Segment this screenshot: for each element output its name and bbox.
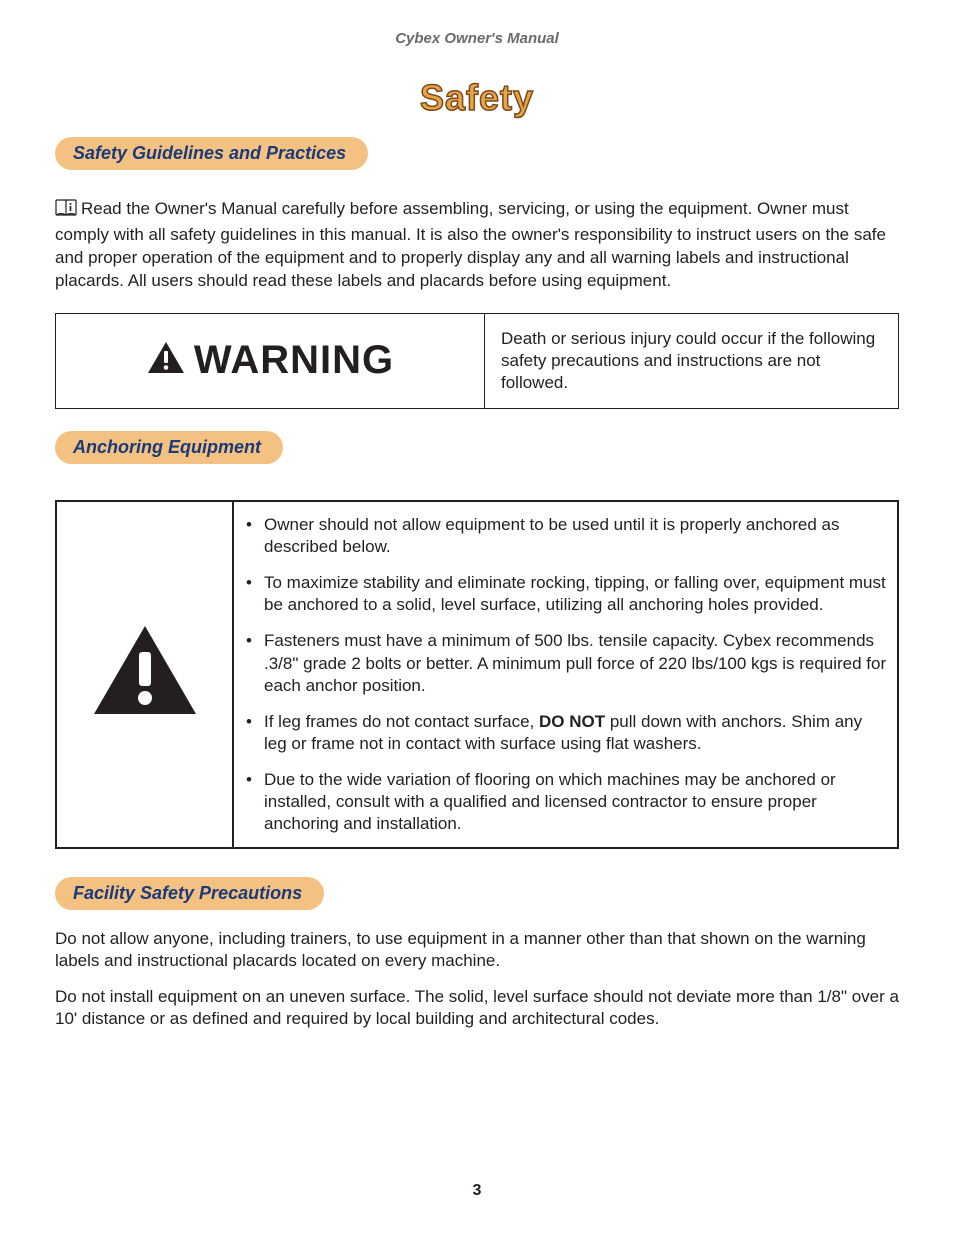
anchoring-list: •Owner should not allow equipment to be …	[234, 514, 887, 835]
anchoring-icon-cell	[57, 502, 234, 847]
section-heading-text: Facility Safety Precautions	[73, 883, 302, 903]
section-heading-text: Safety Guidelines and Practices	[73, 143, 346, 163]
anchoring-list-cell: •Owner should not allow equipment to be …	[234, 502, 897, 847]
warning-box: WARNING Death or serious injury could oc…	[55, 313, 899, 409]
header-title: Cybex Owner's Manual	[55, 30, 899, 47]
section-heading-guidelines: Safety Guidelines and Practices	[55, 137, 368, 170]
warning-triangle-icon	[146, 340, 186, 381]
intro-paragraph: Read the Owner's Manual carefully before…	[55, 198, 899, 293]
manual-page: Cybex Owner's Manual Safety Safety Guide…	[0, 0, 954, 1235]
section-heading-facility: Facility Safety Precautions	[55, 877, 324, 910]
warning-label-cell: WARNING	[56, 314, 485, 408]
intro-text: Read the Owner's Manual carefully before…	[55, 199, 886, 290]
facility-para: Do not allow anyone, including trainers,…	[55, 928, 899, 972]
section-heading-text: Anchoring Equipment	[73, 437, 261, 457]
facility-paragraphs: Do not allow anyone, including trainers,…	[55, 928, 899, 1030]
list-item: •Owner should not allow equipment to be …	[234, 514, 887, 558]
list-item: •Fasteners must have a minimum of 500 lb…	[234, 630, 887, 696]
book-info-icon	[55, 199, 77, 224]
list-item: •To maximize stability and eliminate roc…	[234, 572, 887, 616]
page-number: 3	[0, 1182, 954, 1200]
page-title-text: Safety	[420, 77, 534, 118]
anchoring-table: •Owner should not allow equipment to be …	[55, 500, 899, 849]
caution-triangle-icon	[90, 622, 200, 727]
page-title: Safety	[55, 77, 899, 119]
list-item: •If leg frames do not contact surface, D…	[234, 711, 887, 755]
warning-text: Death or serious injury could occur if t…	[485, 314, 898, 408]
section-heading-anchoring: Anchoring Equipment	[55, 431, 283, 464]
facility-para: Do not install equipment on an uneven su…	[55, 986, 899, 1030]
list-item: •Due to the wide variation of flooring o…	[234, 769, 887, 835]
warning-label: WARNING	[194, 338, 394, 383]
